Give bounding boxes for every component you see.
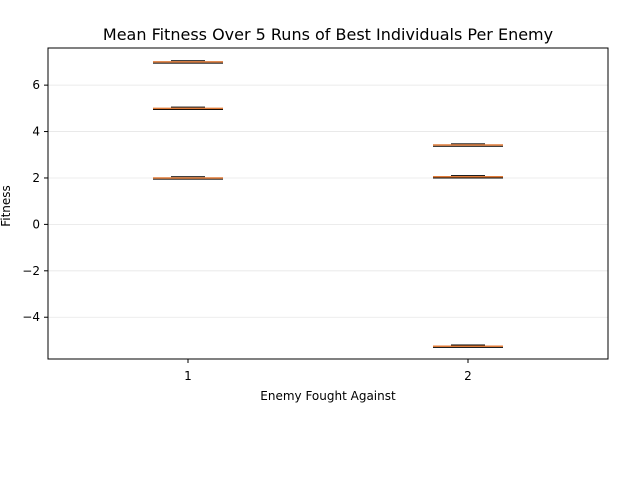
y-tick-label: 6 [32, 78, 40, 92]
x-tick-label: 2 [464, 369, 472, 383]
box-marks [153, 60, 503, 348]
y-tick-label: −4 [22, 310, 40, 324]
y-tick-label: 0 [32, 217, 40, 231]
box-group-enemy-2 [433, 143, 503, 348]
chart-title: Mean Fitness Over 5 Runs of Best Individ… [103, 25, 553, 44]
y-tick-label: −2 [22, 264, 40, 278]
x-axis-label: Enemy Fought Against [260, 389, 396, 403]
y-axis-label: Fitness [0, 185, 13, 227]
plot-frame [47, 47, 609, 360]
grid-lines [48, 84, 608, 318]
x-tick-label: 1 [184, 369, 192, 383]
box-group-enemy-1 [153, 60, 223, 180]
y-tick-label: 4 [32, 125, 40, 139]
y-tick-label: 2 [32, 171, 40, 185]
y-axis: −4 −2 0 2 4 6 [22, 78, 48, 324]
